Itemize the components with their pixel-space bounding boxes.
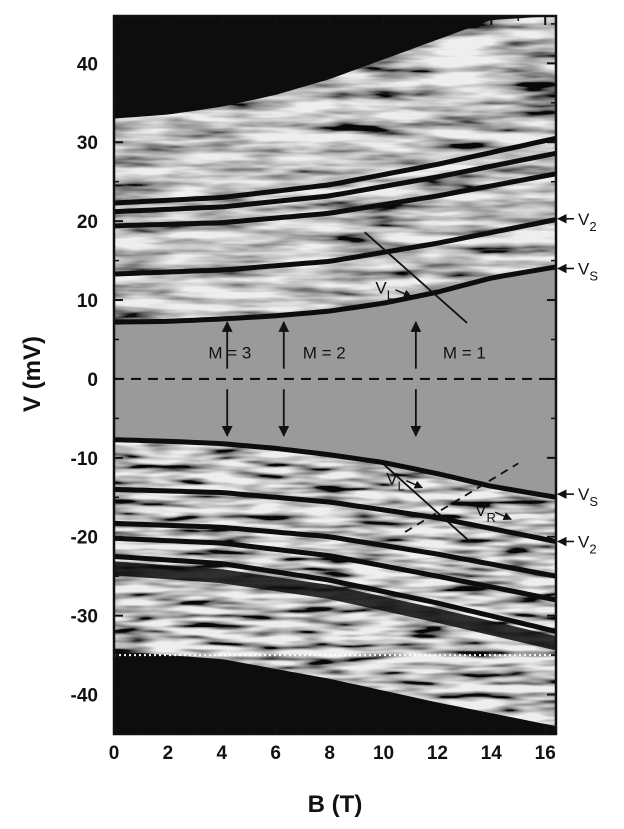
dark-conductance-line	[114, 535, 556, 603]
right-label: VS	[578, 485, 598, 509]
inline-label: VL	[386, 470, 405, 494]
top-dark-region	[114, 16, 556, 119]
dark-conductance-line	[114, 135, 556, 206]
x-tick-label: 10	[373, 743, 394, 764]
inline-label-arrow	[405, 480, 423, 489]
y-axis-title: V (mV)	[19, 336, 46, 412]
lower-dark-band	[114, 561, 556, 651]
inline-label: VR	[475, 501, 496, 525]
y-tick-label: 10	[77, 291, 98, 312]
mode-annotation: M = 1	[443, 343, 486, 362]
dark-conductance-line	[114, 486, 556, 544]
dark-conductance-line	[114, 150, 556, 215]
y-tick-label: 30	[77, 133, 98, 154]
plot-frame	[112, 14, 558, 736]
x-tick-label: 6	[270, 743, 281, 764]
solid-fit-line	[382, 463, 471, 543]
x-tick-label: 14	[481, 743, 503, 764]
y-tick-label: -20	[71, 528, 98, 549]
gap-edge-line	[114, 437, 556, 500]
y-tick-label: -30	[71, 607, 98, 628]
y-tick-label: -10	[71, 449, 98, 470]
right-label: V2	[578, 210, 597, 234]
mode-annotation: M = 2	[303, 343, 346, 362]
right-label: VS	[578, 259, 598, 283]
x-tick-label: 12	[427, 743, 448, 764]
x-tick-label: 8	[324, 743, 335, 764]
inline-label-arrow	[395, 289, 413, 298]
dark-conductance-line	[114, 171, 556, 229]
gap-edge-line	[114, 264, 556, 325]
x-tick-label: 4	[217, 743, 228, 764]
right-label: V2	[578, 532, 597, 556]
y-tick-label: -40	[71, 686, 98, 707]
y-tick-label: 0	[87, 370, 98, 391]
x-tick-label: 0	[109, 743, 120, 764]
bottom-dark-region	[114, 651, 556, 734]
dark-conductance-line	[114, 520, 556, 579]
x-axis-title: B (T)	[308, 791, 363, 818]
y-tick-label: 40	[77, 54, 98, 75]
x-tick-label: 16	[535, 743, 556, 764]
inline-label: VL	[375, 279, 394, 303]
solid-fit-line	[364, 231, 468, 324]
x-tick-label: 2	[163, 743, 174, 764]
inline-label-arrow	[494, 511, 512, 521]
dark-conductance-line	[114, 554, 556, 634]
y-tick-label: 20	[77, 212, 98, 233]
mode-annotation: M = 3	[208, 343, 251, 362]
dark-conductance-line	[114, 217, 556, 277]
